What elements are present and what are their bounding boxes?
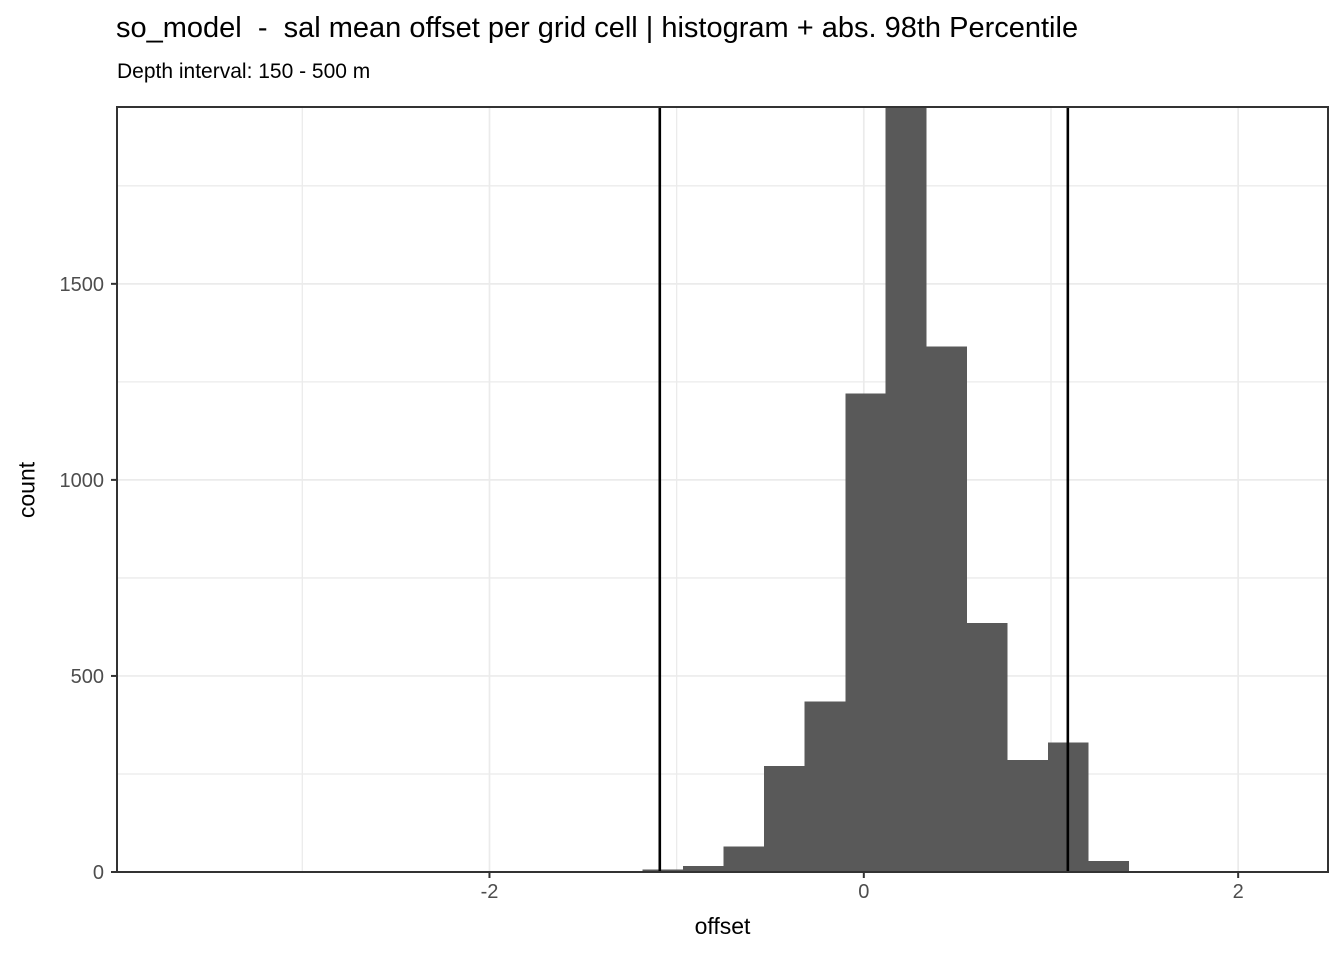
y-tick-label: 1000 bbox=[60, 470, 105, 492]
y-tick-label: 1500 bbox=[60, 274, 105, 296]
x-tick-label: -2 bbox=[481, 881, 499, 903]
histogram-bar bbox=[926, 346, 967, 872]
y-tick-label: 500 bbox=[71, 666, 104, 688]
histogram-bar bbox=[683, 866, 724, 872]
histogram-bar bbox=[966, 623, 1008, 872]
histogram-bars bbox=[602, 107, 1130, 872]
histogram-bar bbox=[1007, 760, 1048, 872]
chart-subtitle: Depth interval: 150 - 500 m bbox=[117, 60, 371, 83]
panel-border bbox=[116, 106, 1329, 873]
gridlines bbox=[117, 107, 1328, 872]
x-tick-label: 0 bbox=[858, 881, 869, 903]
y-axis-title: count bbox=[13, 461, 40, 519]
histogram-bar bbox=[723, 846, 765, 872]
x-tick-label: 2 bbox=[1233, 881, 1244, 903]
histogram-bar bbox=[845, 393, 886, 872]
x-axis-title: offset bbox=[694, 913, 751, 939]
histogram-bar bbox=[804, 701, 846, 872]
histogram-bar bbox=[642, 869, 684, 872]
histogram-bar bbox=[1088, 861, 1130, 872]
chart-title: so_model - sal mean offset per grid cell… bbox=[116, 12, 1079, 44]
histogram-bar bbox=[885, 107, 927, 872]
y-tick-label: 0 bbox=[93, 862, 104, 884]
histogram-bar bbox=[764, 766, 805, 872]
